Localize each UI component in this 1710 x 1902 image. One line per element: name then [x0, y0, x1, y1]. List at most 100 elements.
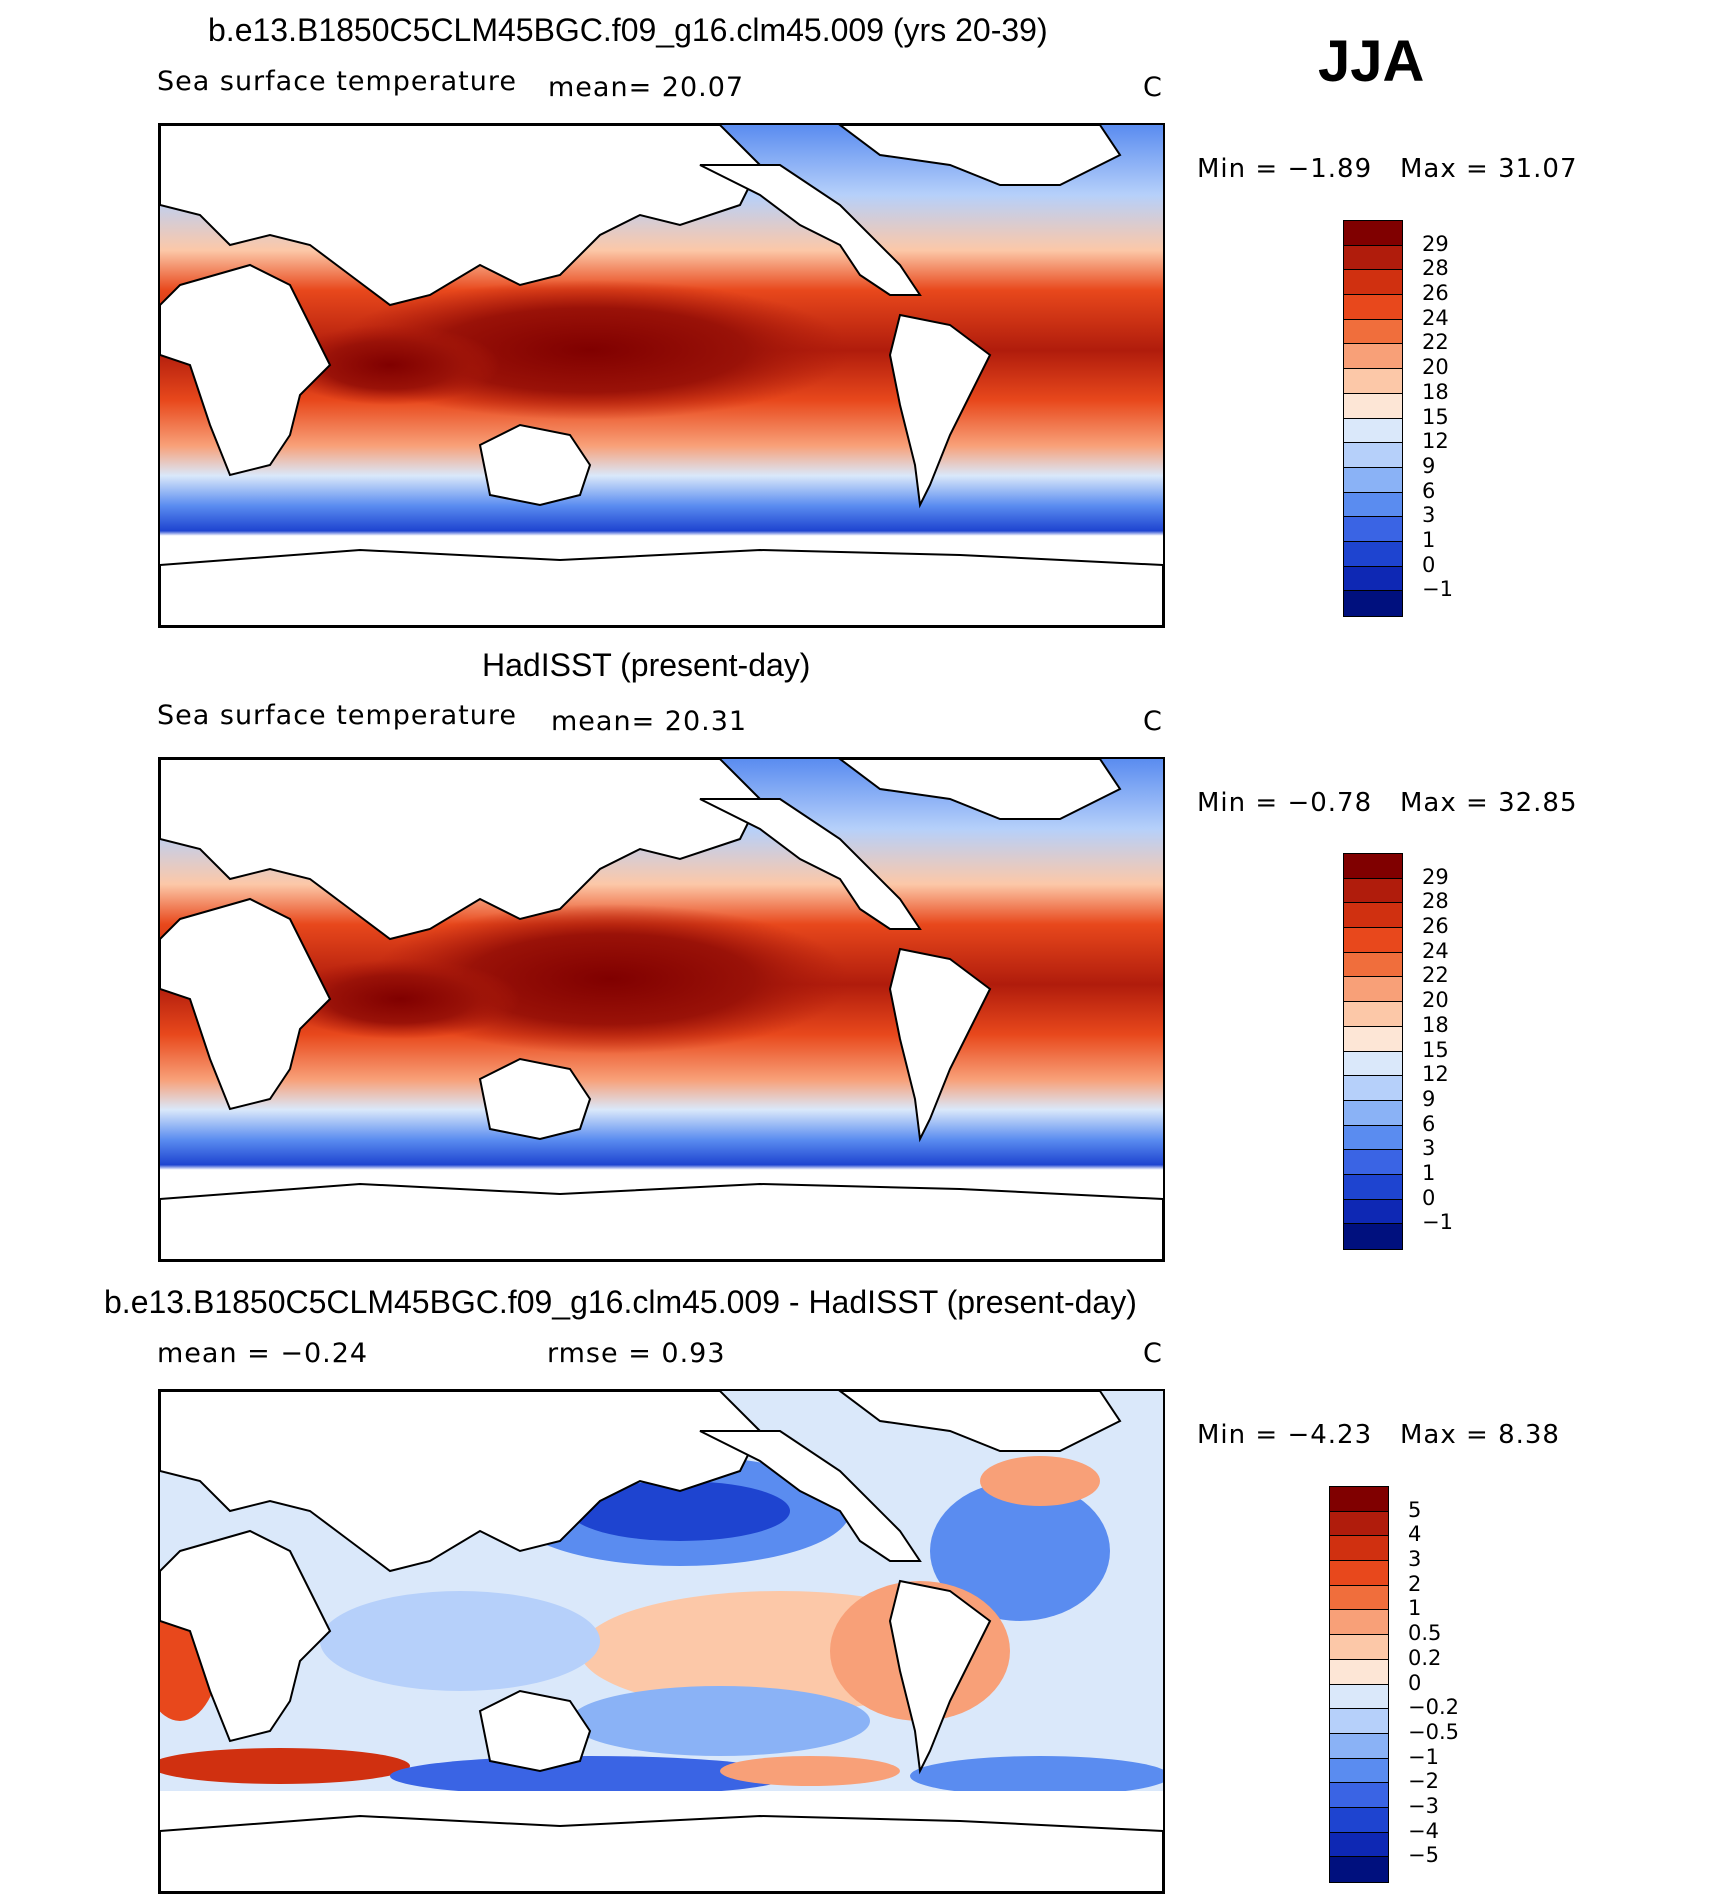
colorbar-swatch — [1344, 319, 1402, 345]
colorbar-swatch — [1344, 952, 1402, 978]
colorbar-swatch — [1344, 295, 1402, 320]
colorbar-swatch — [1330, 1758, 1388, 1784]
colorbar-tick-label: 1 — [1408, 1596, 1422, 1621]
panel-1-continents — [160, 125, 1163, 626]
panel-1-max: Max = 31.07 — [1400, 154, 1578, 184]
colorbar-swatch — [1330, 1783, 1388, 1808]
panel-3-colorbar — [1329, 1486, 1389, 1883]
panel-1-title: b.e13.B1850C5CLM45BGC.f09_g16.clm45.009 … — [208, 12, 1048, 48]
colorbar-swatch — [1344, 393, 1402, 419]
colorbar-swatch — [1344, 541, 1402, 567]
colorbar-swatch — [1344, 1026, 1402, 1052]
colorbar-tick-label: −1 — [1408, 1744, 1439, 1769]
colorbar-swatch — [1330, 1585, 1388, 1611]
panel-3-rmse: rmse = 0.93 — [547, 1338, 726, 1369]
colorbar-tick-label: −1 — [1422, 1210, 1453, 1235]
colorbar-tick-label: 4 — [1408, 1522, 1422, 1547]
colorbar-tick-label: 20 — [1422, 988, 1449, 1013]
panel-2-units: C — [1143, 706, 1163, 737]
colorbar-swatch — [1344, 369, 1402, 394]
colorbar-swatch — [1344, 1100, 1402, 1126]
colorbar-swatch — [1330, 1561, 1388, 1586]
colorbar-swatch — [1330, 1536, 1388, 1562]
panel-3-units: C — [1143, 1338, 1163, 1369]
colorbar-swatch — [1344, 221, 1402, 246]
colorbar-swatch — [1344, 566, 1402, 592]
panel-3-max: Max = 8.38 — [1400, 1420, 1560, 1450]
colorbar-tick-label: 1 — [1422, 1160, 1436, 1185]
colorbar-tick-label: 9 — [1422, 453, 1436, 478]
colorbar-swatch — [1330, 1511, 1388, 1537]
colorbar-swatch — [1344, 977, 1402, 1003]
colorbar-tick-label: 15 — [1422, 1037, 1449, 1062]
colorbar-swatch — [1330, 1487, 1388, 1512]
colorbar-tick-label: −1 — [1422, 577, 1453, 602]
colorbar-tick-label: 1 — [1422, 527, 1436, 552]
colorbar-tick-label: 0.2 — [1408, 1645, 1442, 1670]
season-label: JJA — [1318, 29, 1425, 94]
colorbar-swatch — [1344, 492, 1402, 518]
panel-1-min: Min = −1.89 — [1197, 154, 1373, 184]
panel-3-min: Min = −4.23 — [1197, 1420, 1373, 1450]
colorbar-swatch — [1330, 1733, 1388, 1759]
colorbar-swatch — [1330, 1610, 1388, 1636]
colorbar-tick-label: 2 — [1408, 1571, 1422, 1596]
colorbar-tick-label: −4 — [1408, 1818, 1439, 1843]
panel-2-max: Max = 32.85 — [1400, 788, 1578, 818]
colorbar-tick-label: 12 — [1422, 1062, 1449, 1087]
colorbar-swatch — [1344, 1002, 1402, 1027]
panel-2-map — [158, 757, 1165, 1262]
colorbar-swatch — [1344, 1150, 1402, 1175]
colorbar-tick-label: 0 — [1422, 552, 1436, 577]
colorbar-swatch — [1344, 1224, 1402, 1249]
colorbar-swatch — [1344, 1076, 1402, 1101]
colorbar-tick-label: 28 — [1422, 889, 1449, 914]
colorbar-tick-label: 20 — [1422, 355, 1449, 380]
colorbar-tick-label: 24 — [1422, 305, 1449, 330]
colorbar-swatch — [1344, 517, 1402, 542]
panel-2-min: Min = −0.78 — [1197, 788, 1373, 818]
colorbar-swatch — [1344, 467, 1402, 493]
colorbar-swatch — [1330, 1857, 1388, 1882]
panel-3-mean: mean = −0.24 — [157, 1338, 369, 1369]
colorbar-swatch — [1344, 270, 1402, 296]
panel-2-mean: mean= 20.31 — [551, 706, 748, 737]
colorbar-swatch — [1344, 1051, 1402, 1077]
colorbar-swatch — [1330, 1635, 1388, 1660]
colorbar-swatch — [1330, 1659, 1388, 1685]
panel-3-map — [158, 1389, 1165, 1894]
colorbar-tick-label: −5 — [1408, 1843, 1439, 1868]
panel-2-title: HadISST (present-day) — [482, 647, 811, 683]
colorbar-tick-label: 18 — [1422, 379, 1449, 404]
colorbar-swatch — [1344, 591, 1402, 616]
colorbar-tick-label: 3 — [1408, 1547, 1422, 1572]
colorbar-tick-label: 0.5 — [1408, 1621, 1442, 1646]
colorbar-tick-label: 9 — [1422, 1086, 1436, 1111]
panel-1-map — [158, 123, 1165, 628]
colorbar-tick-label: 6 — [1422, 1111, 1436, 1136]
colorbar-swatch — [1344, 344, 1402, 370]
colorbar-tick-label: 29 — [1422, 231, 1449, 256]
colorbar-swatch — [1344, 928, 1402, 953]
panel-1-mean: mean= 20.07 — [548, 72, 745, 103]
colorbar-swatch — [1344, 903, 1402, 929]
colorbar-tick-label: 12 — [1422, 429, 1449, 454]
panel-2-variable: Sea surface temperature — [157, 700, 517, 731]
colorbar-tick-label: −0.2 — [1408, 1695, 1459, 1720]
colorbar-swatch — [1330, 1832, 1388, 1858]
colorbar-swatch — [1344, 1174, 1402, 1200]
colorbar-tick-label: 0 — [1422, 1185, 1436, 1210]
panel-1-colorbar — [1343, 220, 1403, 617]
panel-2-continents — [160, 759, 1163, 1260]
colorbar-swatch — [1330, 1807, 1388, 1833]
colorbar-swatch — [1344, 878, 1402, 904]
colorbar-tick-label: 22 — [1422, 963, 1449, 988]
colorbar-swatch — [1344, 245, 1402, 271]
colorbar-tick-label: −2 — [1408, 1769, 1439, 1794]
panel-2-colorbar — [1343, 853, 1403, 1250]
colorbar-tick-label: 26 — [1422, 914, 1449, 939]
panel-1-units: C — [1143, 72, 1163, 103]
colorbar-tick-label: 29 — [1422, 864, 1449, 889]
colorbar-swatch — [1344, 443, 1402, 468]
colorbar-swatch — [1344, 854, 1402, 879]
